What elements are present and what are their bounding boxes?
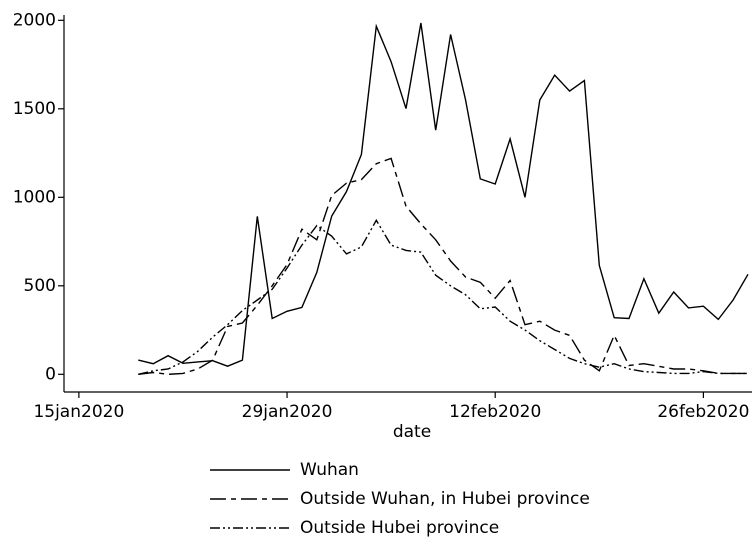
y-tick-label: 2000 xyxy=(13,10,56,30)
y-tick-label: 1500 xyxy=(13,99,56,119)
y-tick-label: 500 xyxy=(24,276,56,296)
legend-label: Outside Hubei province xyxy=(300,518,499,538)
x-tick-label: 15jan2020 xyxy=(33,402,124,422)
legend-label: Wuhan xyxy=(300,460,359,480)
series-line xyxy=(138,218,748,375)
x-tick-label: 12feb2020 xyxy=(449,402,541,422)
x-tick-label: 29jan2020 xyxy=(242,402,333,422)
legend-label: Outside Wuhan, in Hubei province xyxy=(300,489,590,509)
series-line xyxy=(138,22,749,367)
series-line xyxy=(138,157,748,376)
x-tick-label: 26feb2020 xyxy=(657,402,749,422)
y-tick-label: 1000 xyxy=(13,187,56,207)
y-tick-label: 0 xyxy=(45,364,56,384)
x-axis-label: date xyxy=(393,422,431,442)
